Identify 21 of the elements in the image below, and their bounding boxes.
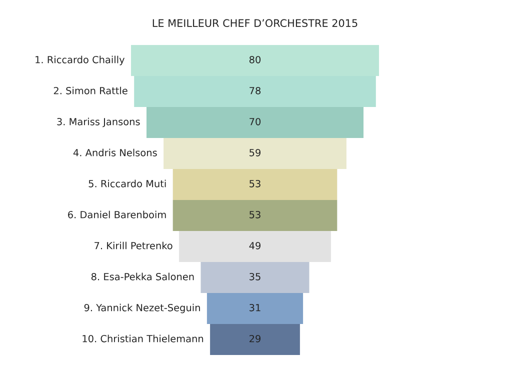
category-label: 1. Riccardo Chailly	[36, 56, 125, 66]
text: LE MEILLEUR CHEF D’ORCHESTRE 2015	[152, 19, 358, 28]
category-label: 3. Mariss Jansons	[57, 118, 140, 128]
data-label: 78	[250, 86, 261, 94]
category-label: 6. Daniel Barenboim	[68, 210, 166, 218]
category-label: 7. Kirill Petrenko	[94, 242, 172, 250]
category-label: 5. Riccardo Muti	[88, 180, 166, 188]
category-label: 4. Andris Nelsons	[73, 148, 157, 156]
data-label: 49	[249, 242, 260, 250]
data-label: 35	[250, 272, 260, 280]
category-label: 10. Christian Thielemann	[82, 334, 204, 342]
category-label: 2. Simon Rattle	[54, 86, 128, 94]
data-label: 31	[250, 304, 260, 312]
data-label: 80	[249, 56, 261, 64]
data-label: 53	[250, 180, 260, 188]
category-label: 8. Esa-Pekka Salonen	[91, 272, 194, 280]
data-label: 70	[250, 118, 261, 126]
category-label: 9. Yannick Nezet-Seguin	[84, 304, 200, 314]
data-label: 29	[250, 334, 260, 342]
data-label: 53	[250, 210, 260, 218]
data-label: 59	[250, 148, 260, 156]
